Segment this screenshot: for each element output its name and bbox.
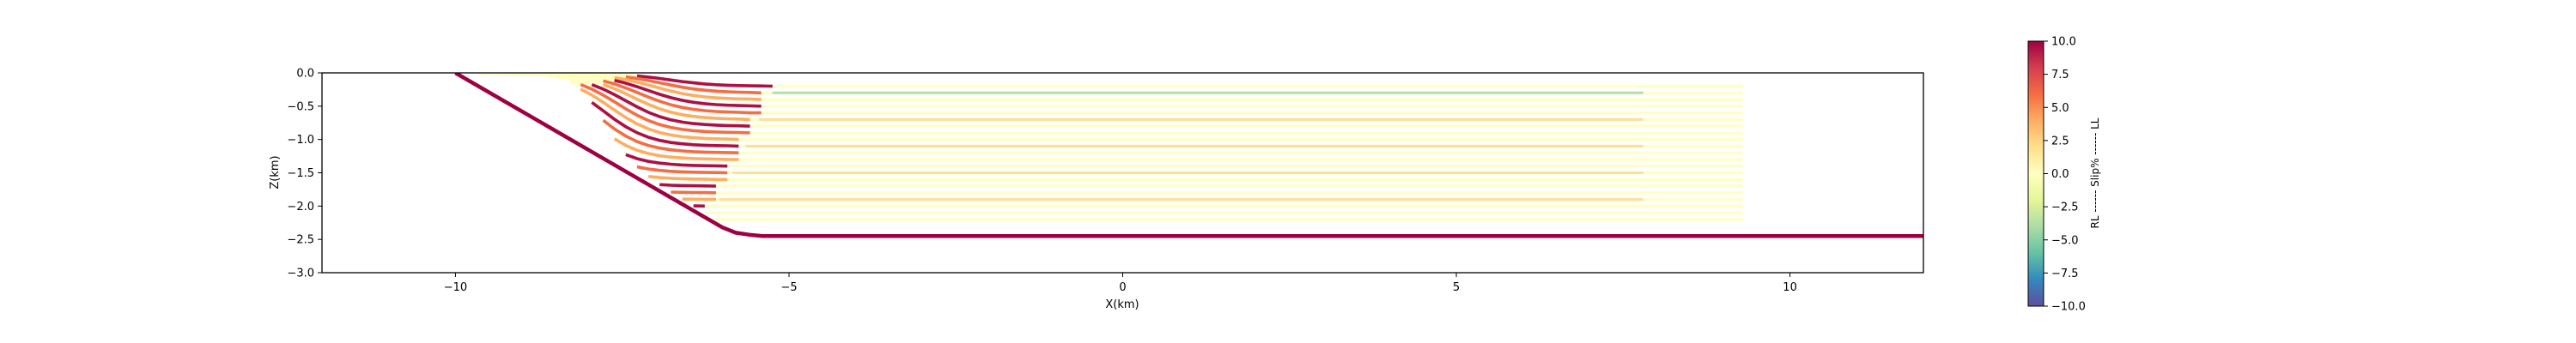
slip-layers [478,73,1744,221]
colorbar [2027,40,2044,307]
x-tick-label: 0 [1119,281,1126,294]
y-tick-label: −2.5 [287,234,314,247]
colorbar-tick-label: −7.5 [2051,268,2079,280]
y-axis-label: Z(km) [269,155,282,189]
layer-line [647,175,1744,181]
layer-slip-segment [614,75,762,101]
layer-line [602,118,1744,154]
layer-slip-segment [603,79,762,115]
layer-slip-segment [625,153,728,168]
colorbar-tick-label: −2.5 [2051,202,2079,214]
colorbar-tick-label: 2.5 [2051,135,2069,147]
layer-line [490,73,1744,94]
y-tick-label: 0.0 [296,68,314,81]
layer-slip-segment [580,87,739,141]
layer-line [613,137,1744,161]
layer-slip-segment [613,137,739,161]
x-axis-label: X(km) [1105,298,1139,311]
colorbar-ticks: 10.0 7.5 5.0 2.5 0.0 −2.5 −5.0 −7.5 −10.0 [2044,36,2086,314]
layer-line [659,183,1744,188]
y-axis-ticks: 0.0 −0.5 −1.0 −1.5 −2.0 −2.5 −3.0 [287,68,322,280]
x-tick-label: 5 [1453,281,1460,294]
layer-slip-segment [591,100,739,148]
layer-slip-segment [614,78,762,108]
layer-line [671,190,1744,195]
y-tick-label: −0.5 [287,100,314,113]
x-tick-label: −5 [781,281,797,294]
fault-trace [454,73,1923,238]
layer-slip-segment [636,165,728,175]
layer-line [625,153,1744,168]
colorbar-tick-label: −5.0 [2051,234,2079,247]
x-axis-ticks: −10 −5 0 5 10 [444,273,1797,294]
layer-slip-segment [580,82,750,135]
layer-slip-segment [625,75,762,95]
y-tick-label: −3.0 [287,268,314,280]
layer-slip-segment [659,183,716,188]
x-tick-label: 10 [1783,281,1797,294]
colorbar-tick-label: 0.0 [2051,168,2069,181]
layer-line [568,80,1744,135]
layer-line [580,87,1744,141]
layer-slip-segment [647,175,728,182]
fault-line [454,73,1923,238]
colorbar-tick-label: −10.0 [2051,301,2086,314]
y-tick-label: −2.0 [287,201,314,214]
layer-slip-segment [602,118,739,154]
colorbar-tick-label: 10.0 [2051,36,2076,49]
x-tick-label: −10 [444,281,467,294]
y-tick-label: −1.5 [287,167,314,180]
colorbar-tick-label: 7.5 [2051,69,2069,81]
layer-slip-segment [602,82,750,122]
layer-slip-segment [636,74,773,88]
colorbar-label: RL ------ Slip% ------ LL [2089,117,2101,228]
layer-slip-segment [591,83,750,128]
layer-line [557,75,1744,128]
layer-slip-segment [671,190,716,195]
y-tick-label: −1.0 [287,134,314,147]
colorbar-tick-label: 5.0 [2051,102,2069,115]
